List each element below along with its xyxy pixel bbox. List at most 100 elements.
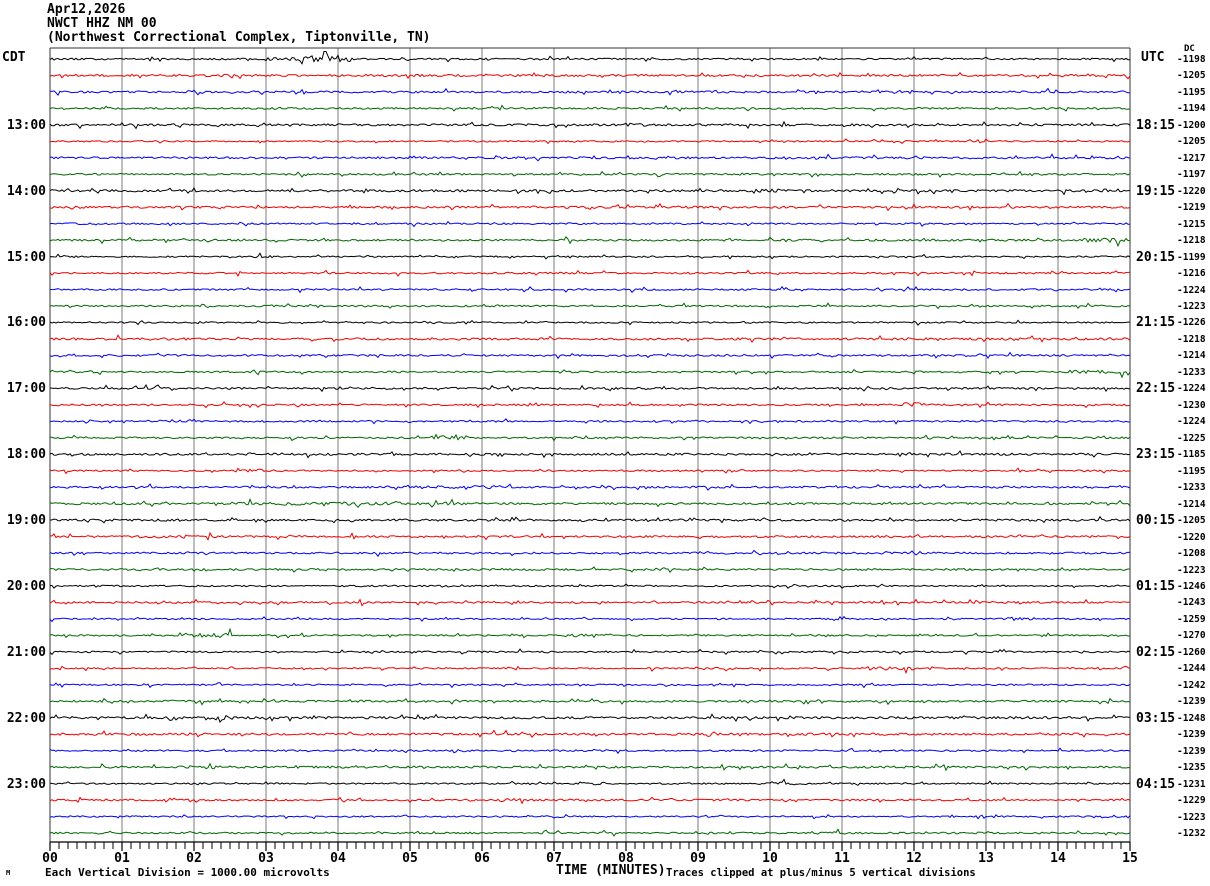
seismo-trace-1545: [49, 302, 1131, 310]
dc-offset-value: -1231: [1177, 779, 1206, 790]
dc-offset-value: -1195: [1177, 466, 1206, 477]
hour-label-cdt: 13:00: [6, 118, 46, 133]
seismo-trace-2200: [49, 713, 1131, 724]
dc-offset-value: -1260: [1177, 647, 1206, 658]
x-axis-tick-label: 09: [690, 851, 706, 866]
x-axis-tick-label: 08: [618, 851, 634, 866]
dc-offset-value: -1185: [1177, 449, 1206, 460]
dc-offset-value: -1197: [1177, 169, 1206, 180]
x-axis-tick-label: 13: [978, 851, 994, 866]
dc-offset-value: -1216: [1177, 268, 1206, 279]
seismo-trace-1330: [49, 153, 1131, 162]
seismo-trace-1900: [49, 515, 1131, 524]
dc-offset-value: -1214: [1177, 499, 1206, 510]
x-axis-tick-label: 10: [762, 851, 778, 866]
hour-label-utc: 23:15: [1136, 447, 1176, 462]
dc-offset-value: -1239: [1177, 729, 1206, 740]
seismo-trace-2145: [49, 697, 1131, 706]
seismo-trace-2015: [49, 598, 1131, 607]
seismo-trace-1445: [49, 236, 1131, 248]
dc-offset-value: -1218: [1177, 235, 1206, 246]
x-axis-tick-label: 02: [186, 851, 202, 866]
dc-offset-value: -1239: [1177, 696, 1206, 707]
hour-label-utc: 04:15: [1136, 777, 1176, 792]
dc-offset-value: -1223: [1177, 812, 1206, 823]
title-date: Apr12,2026: [47, 2, 126, 17]
seismo-trace-2300: [49, 778, 1131, 786]
dc-offset-value: -1205: [1177, 70, 1206, 81]
hour-label-utc: 01:15: [1136, 579, 1176, 594]
seismo-trace-1200: [49, 51, 1130, 65]
seismo-trace-2000: [49, 583, 1131, 589]
seismo-trace-1630: [49, 351, 1131, 360]
title-location: (Northwest Correctional Complex, Tiptonv…: [47, 30, 431, 45]
dc-offset-value: -1230: [1177, 400, 1206, 411]
dc-offset-value: -1220: [1177, 532, 1206, 543]
seismo-trace-1915: [49, 531, 1131, 542]
seismo-trace-2030: [49, 615, 1131, 623]
seismo-trace-1215: [49, 72, 1131, 80]
dc-offset-value: -1242: [1177, 680, 1206, 691]
vertical-scale-note: Each Vertical Division = 1000.00 microvo…: [45, 866, 330, 879]
dc-offset-value: -1224: [1177, 383, 1206, 394]
dc-offset-value: -1235: [1177, 762, 1206, 773]
clip-note: Traces clipped at plus/minus 5 vertical …: [666, 867, 976, 879]
hour-label-utc: 20:15: [1136, 250, 1176, 265]
x-axis-title: TIME (MINUTES): [556, 863, 666, 878]
x-axis-tick-label: 11: [834, 851, 850, 866]
dc-offset-value: -1233: [1177, 367, 1206, 378]
dc-offset-value: -1233: [1177, 482, 1206, 493]
seismo-trace-2330: [49, 813, 1131, 820]
hour-label-utc: 21:15: [1136, 315, 1176, 330]
dc-offset-value: -1198: [1177, 54, 1206, 65]
hour-label-cdt: 16:00: [6, 315, 46, 330]
seismo-trace-1615: [49, 334, 1131, 344]
dc-offset-value: -1270: [1177, 630, 1206, 641]
seismo-trace-1530: [49, 285, 1131, 294]
dc-offset-value: -1218: [1177, 334, 1206, 345]
hour-label-cdt: 17:00: [6, 381, 46, 396]
title-station: NWCT HHZ NM 00: [47, 16, 157, 31]
hour-label-utc: 03:15: [1136, 711, 1176, 726]
hour-label-cdt: 18:00: [6, 447, 46, 462]
hour-label-utc: 02:15: [1136, 645, 1176, 660]
hour-label-cdt: 15:00: [6, 250, 46, 265]
dc-offset-value: -1199: [1177, 252, 1206, 263]
dc-offset-value: -1226: [1177, 317, 1206, 328]
seismo-trace-1245: [49, 104, 1131, 112]
hour-label-cdt: 19:00: [6, 513, 46, 528]
dc-offset-value: -1223: [1177, 565, 1206, 576]
x-axis-tick-label: 00: [42, 851, 58, 866]
dc-offset-value: -1248: [1177, 713, 1206, 724]
seismo-trace-1700: [50, 383, 1131, 393]
right-timezone-header: UTC: [1141, 50, 1165, 65]
seismo-trace-2130: [49, 682, 1131, 689]
x-axis-tick-label: 14: [1050, 851, 1066, 866]
seismo-trace-1230: [49, 87, 1131, 96]
seismo-trace-1845: [49, 498, 1131, 509]
dc-offset-value: -1246: [1177, 581, 1206, 592]
hour-label-utc: 18:15: [1136, 118, 1176, 133]
dc-offset-value: -1229: [1177, 795, 1206, 806]
dc-offset-value: -1224: [1177, 285, 1206, 296]
hour-label-cdt: 21:00: [6, 645, 46, 660]
seismo-trace-1415: [49, 202, 1131, 212]
seismo-trace-2100: [49, 648, 1131, 656]
seismo-trace-1830: [49, 483, 1131, 491]
dc-offset-value: -1232: [1177, 828, 1206, 839]
seismo-trace-1645: [49, 368, 1131, 379]
seismo-trace-1815: [49, 467, 1131, 475]
dc-offset-value: -1224: [1177, 416, 1206, 427]
dc-offset-value: -1223: [1177, 301, 1206, 312]
seismo-trace-2245: [49, 762, 1130, 772]
dc-offset-value: -1214: [1177, 350, 1206, 361]
x-axis-tick-label: 07: [546, 851, 562, 866]
dc-offset-value: -1200: [1177, 120, 1206, 131]
x-axis-tick-label: 04: [330, 851, 346, 866]
seismo-trace-1800: [49, 450, 1131, 459]
dc-offset-value: -1239: [1177, 746, 1206, 757]
seismo-trace-1730: [50, 418, 1131, 425]
x-axis-tick-label: 01: [114, 851, 130, 866]
seismo-trace-1400: [49, 186, 1130, 196]
